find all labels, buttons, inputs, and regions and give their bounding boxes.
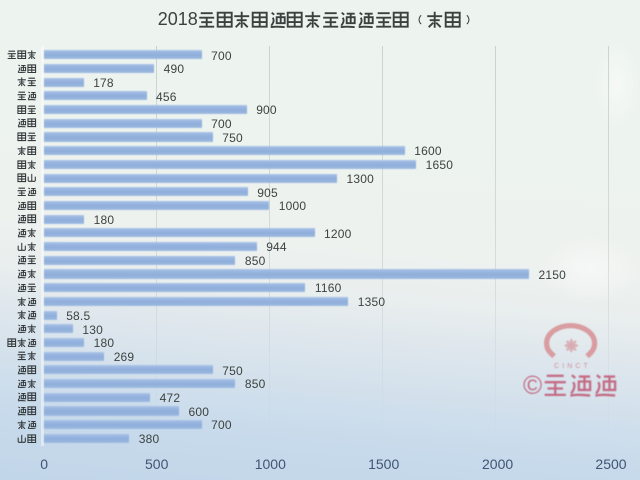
svg-text:CINCT: CINCT: [554, 363, 591, 370]
